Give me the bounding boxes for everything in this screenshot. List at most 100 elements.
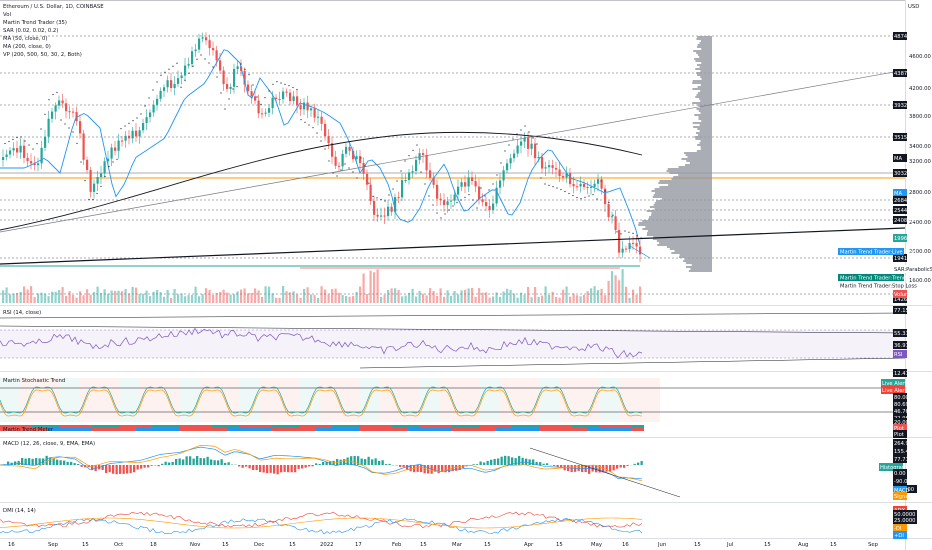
meter-cell (556, 425, 560, 428)
meter-cell (596, 425, 600, 428)
time-tick: 15 (289, 542, 296, 548)
candle-body (156, 98, 159, 105)
meter-cell (476, 425, 480, 428)
macd-histogram-bar (462, 465, 465, 468)
candle-body (334, 156, 337, 166)
volume-bar (485, 292, 488, 303)
symbol-title: Ethereum / U.S. Dollar, 1D, COINBASE (3, 4, 104, 10)
sar-dot (116, 158, 118, 160)
candle-body (460, 182, 463, 187)
dmi-tag-bg (893, 510, 917, 518)
price-tick: 2800.00 (909, 190, 932, 196)
macd-histogram-bar (185, 456, 188, 465)
horizontal-levels[interactable] (0, 35, 905, 295)
sar-dot (392, 188, 394, 190)
support-trend-line (0, 227, 906, 265)
candle-body (40, 147, 43, 164)
macd-histogram-bar (406, 465, 409, 470)
meter-cell (264, 425, 268, 428)
meter-cell (492, 425, 496, 428)
sar-dot (252, 84, 254, 86)
candle-body (481, 199, 484, 203)
volume-bar (86, 289, 89, 303)
candle-body (390, 206, 393, 212)
volume-bar (509, 289, 512, 303)
meter-cell (500, 428, 504, 431)
volume-bar (58, 290, 61, 303)
meter-cell (116, 428, 120, 431)
candle-body (166, 80, 169, 88)
dmi-tag-text: 50.0000 (894, 512, 915, 518)
time-axis[interactable]: 16 Sep 15 Oct 18 Nov 15 Dec 15 2022 17 Feb 15 Mar 15 Ap… (8, 542, 879, 548)
macd-histogram-bar (297, 465, 300, 469)
macd-histogram-bar (255, 465, 258, 471)
volume-profile-bar (689, 162, 712, 164)
volume-profile-bar (701, 78, 712, 80)
macd-histogram-bar (287, 465, 290, 473)
stoch-zone (520, 378, 540, 422)
rsi-tag-bg (893, 329, 907, 337)
price-tag-text: 4874.97 (894, 34, 915, 40)
price-tag-bg (893, 234, 907, 242)
meter-cell (636, 425, 640, 428)
volume-bar (327, 294, 330, 303)
meter-cell (228, 425, 232, 428)
volume-profile-bar (673, 176, 712, 178)
candle-body (579, 183, 582, 187)
trend-lines[interactable] (0, 0, 906, 265)
meter-cell (332, 425, 336, 428)
stoch-tag-text: 12.41 (894, 371, 909, 377)
volume-bar (212, 294, 215, 303)
volume-bar (131, 286, 134, 303)
meter-cell (620, 428, 624, 431)
candle-body (86, 159, 89, 171)
volume-profile-bar (695, 96, 712, 98)
volume-bar (572, 293, 575, 303)
macd-histogram-bar (210, 459, 213, 465)
macd-histogram-bar (17, 460, 20, 465)
volume-profile-bar (661, 198, 712, 200)
macd-histogram-bar (245, 465, 248, 467)
sar-dot (632, 232, 634, 234)
price-axis[interactable]: 4600.00 4200.00 3800.00 3400.00 3200.00 … (909, 54, 932, 284)
candle-body (534, 143, 537, 159)
volume-profile-bar (654, 188, 712, 190)
candle-body (352, 150, 355, 160)
macd-tag-text: Signal (894, 494, 910, 500)
meter-cell (224, 428, 228, 431)
meter-cell (200, 428, 204, 431)
volume-bar (590, 288, 593, 303)
volume-bar (359, 286, 362, 303)
price-tag-bg (893, 169, 907, 177)
candle-body (89, 170, 92, 192)
candle-body (271, 97, 274, 109)
candle-body (79, 121, 82, 134)
meter-cell (128, 425, 132, 428)
price-tag-text: 2684.91 (894, 198, 915, 204)
candle-body (604, 188, 607, 205)
volume-bar (170, 297, 173, 303)
dmi-pane (0, 511, 643, 535)
macd-histogram-bar (119, 465, 122, 474)
macd-histogram-bar (175, 458, 178, 465)
meter-cell (324, 425, 328, 428)
meter-cell (288, 428, 292, 431)
candle-body (621, 248, 624, 253)
macd-tag-text: Histogram (880, 465, 907, 471)
macd-histogram-bar (150, 465, 153, 466)
macd-line (0, 446, 643, 480)
candle-body (327, 136, 330, 144)
volume-bar (103, 289, 106, 303)
stoch-zone (500, 378, 520, 422)
volume-profile-bar (683, 260, 712, 262)
meter-cell (524, 428, 528, 431)
volume-profile-bar (696, 72, 712, 74)
sar-dot (60, 119, 62, 121)
macd-tag-bg (893, 439, 907, 447)
meter-cell (620, 425, 624, 428)
volume-profile-bar (698, 116, 712, 118)
macd-histogram-bar (336, 459, 339, 465)
volume-profile-bar (695, 132, 712, 134)
candle-body (114, 147, 117, 151)
